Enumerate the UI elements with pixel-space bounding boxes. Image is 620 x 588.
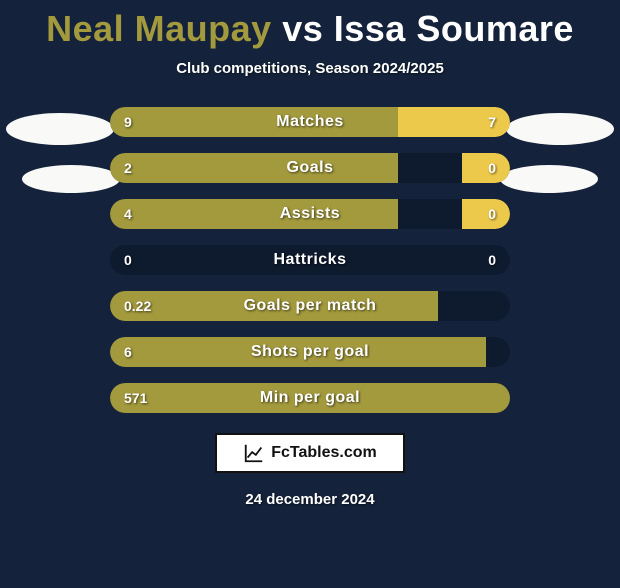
content-area: 97Matches 20Goals 40Assists 00Hattricks 0.22… <box>0 107 620 413</box>
stat-label: Goals per match <box>110 291 510 321</box>
subtitle: Club competitions, Season 2024/2025 <box>0 60 620 77</box>
title-vs: vs <box>282 8 323 49</box>
stat-label: Assists <box>110 199 510 229</box>
stat-row: 6Shots per goal <box>110 337 510 367</box>
stat-row: 20Goals <box>110 153 510 183</box>
stat-row: 00Hattricks <box>110 245 510 275</box>
stat-row: 0.22Goals per match <box>110 291 510 321</box>
stat-label: Goals <box>110 153 510 183</box>
player2-photo-placeholder-2 <box>500 165 598 193</box>
title-player1: Neal Maupay <box>46 8 272 49</box>
stat-label: Matches <box>110 107 510 137</box>
chart-icon <box>243 442 265 464</box>
stat-row: 571Min per goal <box>110 383 510 413</box>
footer-date: 24 december 2024 <box>0 491 620 508</box>
stat-label: Shots per goal <box>110 337 510 367</box>
player2-photo-placeholder <box>506 113 614 145</box>
stats-bars: 97Matches 20Goals 40Assists 00Hattricks 0.22… <box>110 107 510 413</box>
logo-text: FcTables.com <box>271 444 377 462</box>
fctables-logo: FcTables.com <box>215 433 405 473</box>
stat-row: 40Assists <box>110 199 510 229</box>
player1-photo-placeholder-2 <box>22 165 120 193</box>
stat-label: Min per goal <box>110 383 510 413</box>
stat-row: 97Matches <box>110 107 510 137</box>
stat-label: Hattricks <box>110 245 510 275</box>
comparison-title: Neal Maupay vs Issa Soumare <box>0 8 620 50</box>
title-player2: Issa Soumare <box>334 8 574 49</box>
player1-photo-placeholder <box>6 113 114 145</box>
